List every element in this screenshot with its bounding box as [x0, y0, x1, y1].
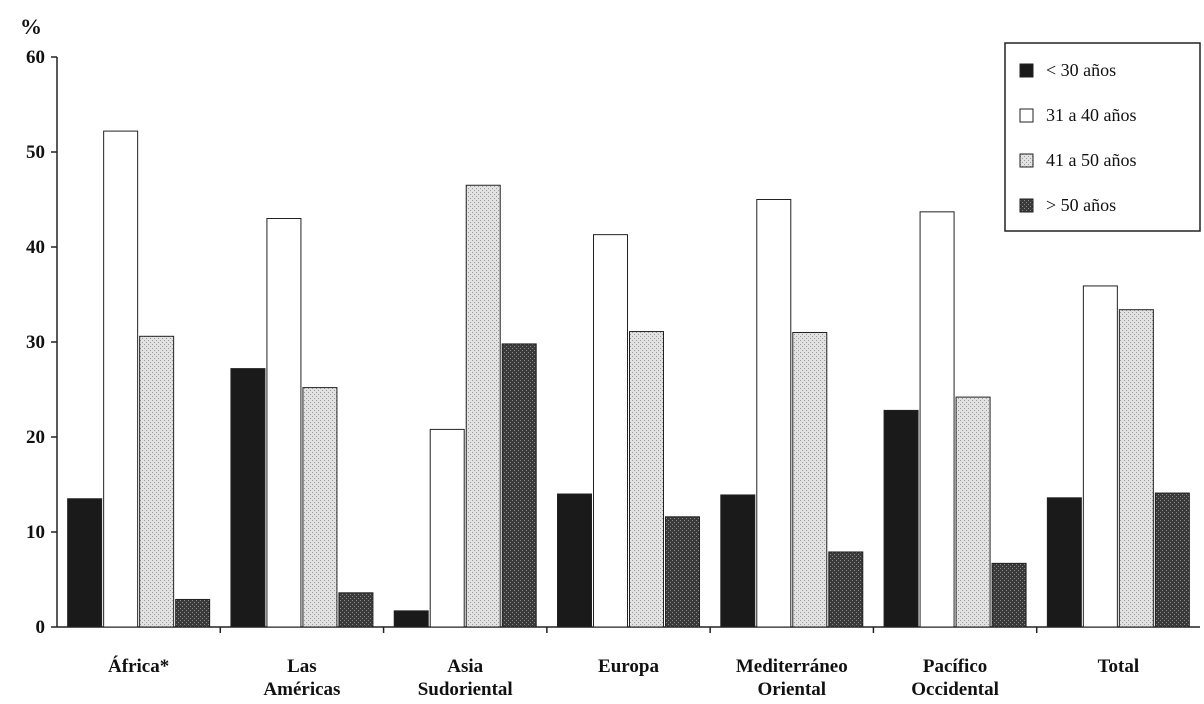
bar	[1082, 285, 1118, 628]
bar	[465, 184, 501, 628]
bar	[302, 387, 338, 628]
bar	[1154, 492, 1190, 628]
axis-labels: 0 10 20 30 40 50 60% África* Las Américas Asia Sudo…	[20, 14, 1139, 700]
x-tick-label: Europa	[598, 656, 659, 677]
x-tick-label: Total	[1098, 656, 1140, 677]
legend-label: < 30 años	[1046, 60, 1116, 80]
bar	[501, 343, 537, 628]
legend-swatch	[1019, 108, 1034, 123]
bar	[720, 494, 756, 628]
bar	[593, 234, 628, 628]
bar	[393, 610, 429, 628]
legend-label: 31 a 40 años	[1046, 105, 1136, 125]
bar	[1046, 497, 1082, 628]
x-tick-label: Mediterráneo Oriental	[736, 656, 848, 700]
bar	[103, 130, 139, 628]
y-tick-label: 30	[26, 332, 45, 353]
legend-label: 41 a 50 años	[1046, 150, 1136, 170]
y-tick-label: 60	[26, 47, 45, 68]
y-axis-label: %	[20, 14, 42, 39]
bar	[828, 551, 864, 628]
x-tick-label: Asia Sudoriental	[418, 656, 513, 700]
legend-swatch	[1019, 153, 1034, 168]
x-tick-label: África*	[108, 655, 169, 677]
bar	[139, 335, 175, 628]
bar	[266, 218, 302, 628]
bar	[665, 516, 700, 628]
bar	[792, 332, 828, 628]
y-tick-label: 40	[26, 237, 45, 258]
bar	[629, 331, 664, 628]
bar	[230, 368, 266, 628]
y-tick-label: 50	[26, 142, 45, 163]
bar	[338, 592, 374, 628]
bar	[1118, 309, 1154, 628]
x-tick-label: Pacífico Occidental	[911, 656, 999, 700]
legend: < 30 años 31 a 40 años 41 a 50 años > 50 añ…	[1004, 42, 1201, 232]
bars	[67, 130, 1190, 628]
legend-swatch	[1019, 63, 1034, 78]
bar	[67, 498, 103, 628]
bar	[955, 396, 991, 628]
bar	[429, 428, 465, 628]
bar	[919, 211, 955, 628]
y-tick-label: 10	[26, 522, 45, 543]
bar	[991, 562, 1027, 628]
legend-box	[1004, 42, 1201, 232]
bar	[557, 493, 592, 628]
x-tick-label: Las Américas	[263, 656, 340, 700]
bar	[175, 598, 211, 628]
y-tick-label: 0	[36, 617, 46, 638]
y-tick-label: 20	[26, 427, 45, 448]
bar	[756, 199, 792, 628]
legend-swatch	[1019, 198, 1034, 213]
bar	[883, 409, 919, 628]
legend-label: > 50 años	[1046, 195, 1116, 215]
